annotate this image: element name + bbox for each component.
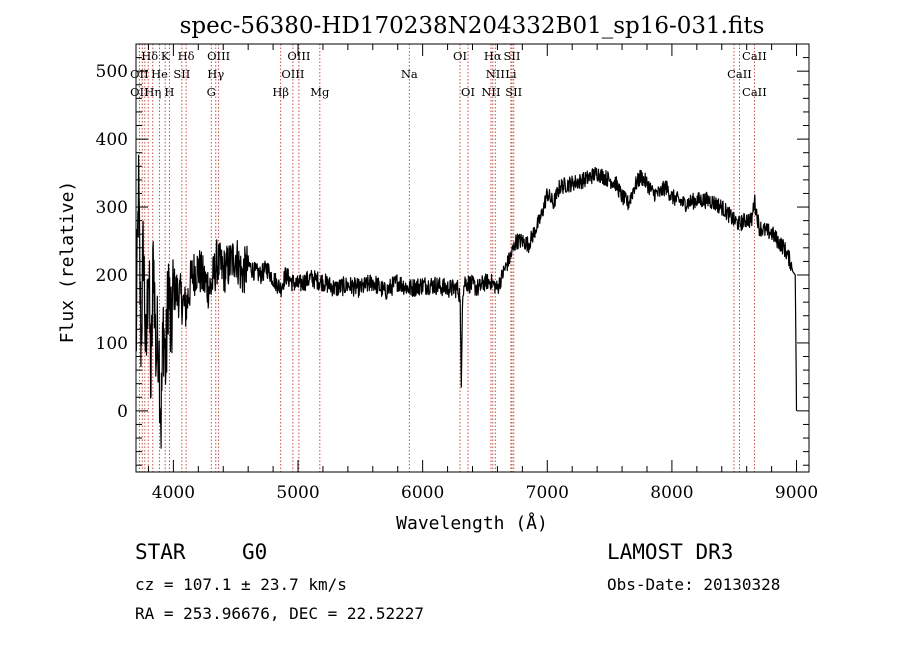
- spectral-line-label: H: [164, 85, 174, 99]
- spectrum-line: [135, 154, 798, 449]
- spectral-line-label: Hβ: [272, 85, 289, 99]
- axis-ticks: 4000 5000 6000 7000 8000 9000 0 100 200 300 400 500: [96, 43, 818, 503]
- spectral-line-label: Hη: [144, 85, 161, 99]
- redshift-readout: cz = 107.1 ± 23.7 km/s: [135, 575, 347, 594]
- spectral-line-label: CaII: [727, 67, 752, 81]
- spectral-line-label: Hδ: [141, 49, 158, 63]
- spectral-line-label: G: [207, 85, 216, 99]
- y-axis-title: Flux (relative): [57, 181, 78, 344]
- spectral-line-label: NII: [481, 85, 500, 99]
- spectral-line-label: OIII: [287, 49, 310, 63]
- spectral-line-label: OIII: [281, 67, 304, 81]
- line-markers: [138, 44, 755, 472]
- x-tick-label: 5000: [276, 483, 319, 503]
- x-axis-title: Wavelength (Å): [396, 512, 548, 534]
- spectral-line-label: SII: [173, 67, 190, 81]
- spectral-line-label: Mg: [310, 85, 330, 99]
- x-tick-label: 9000: [775, 483, 818, 503]
- spectral-line-label: SII: [505, 85, 522, 99]
- y-tick-label: 100: [96, 334, 128, 354]
- spectral-line-label: OII: [130, 67, 149, 81]
- spectral-line-label: Hγ: [207, 67, 224, 81]
- survey-name: LAMOST DR3: [607, 540, 734, 564]
- spectral-line-label: OI: [453, 49, 467, 63]
- spectral-line-label: NII: [486, 67, 505, 81]
- spectral-line-label: SII: [504, 49, 521, 63]
- spectral-line-label: K: [161, 49, 170, 63]
- y-tick-label: 0: [117, 402, 128, 422]
- spectral-line-label: He: [151, 67, 168, 81]
- chart-title: spec-56380-HD170238N204332B01_sp16-031.f…: [180, 13, 765, 39]
- y-tick-label: 300: [96, 198, 128, 218]
- spectral-line-label: OIII: [207, 49, 230, 63]
- spectral-subclass: G0: [242, 540, 268, 564]
- x-tick-label: 8000: [650, 483, 693, 503]
- y-tick-label: 500: [96, 62, 128, 82]
- x-tick-label: 4000: [152, 483, 195, 503]
- y-tick-label: 200: [96, 266, 128, 286]
- x-tick-label: 7000: [526, 483, 569, 503]
- spectral-line-label: OII: [130, 85, 149, 99]
- obs-date: Obs-Date: 20130328: [607, 575, 781, 594]
- spectral-line-label: Li: [505, 67, 517, 81]
- spectral-line-label: OI: [461, 85, 475, 99]
- spectral-line-label: CaII: [742, 49, 767, 63]
- object-class: STAR: [135, 540, 186, 564]
- spectral-line-label: Na: [401, 67, 418, 81]
- y-tick-label: 400: [96, 130, 128, 150]
- spectral-line-label: Hα: [484, 49, 502, 63]
- spectral-line-label: Hδ: [178, 49, 195, 63]
- spectral-line-label: CaII: [742, 85, 767, 99]
- coordinates: RA = 253.96676, DEC = 22.52227: [135, 604, 424, 623]
- x-tick-label: 6000: [401, 483, 444, 503]
